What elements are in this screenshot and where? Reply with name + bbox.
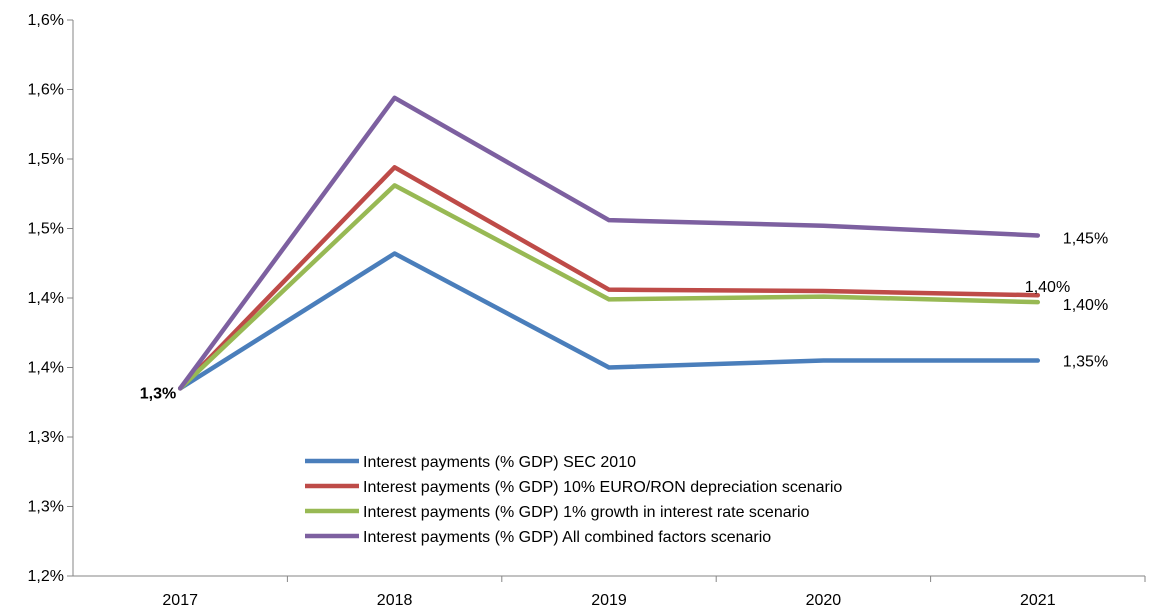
x-tick-label: 2018	[377, 592, 413, 609]
y-tick-label: 1,2%	[28, 568, 64, 585]
y-tick-label: 1,3%	[28, 429, 64, 446]
end-data-label: 1,40%	[1063, 297, 1108, 314]
x-axis-ticks: 2017 2018 2019 2020 2021	[162, 576, 1146, 609]
y-tick-label: 1,3%	[28, 499, 64, 516]
data-labels: 1,3% 1,35% 1,40%1,40% 1,45%	[140, 230, 1108, 402]
legend-label: Interest payments (% GDP) All combined f…	[363, 529, 771, 546]
series-line	[177, 251, 1041, 391]
y-axis-ticks: 1,2% 1,3% 1,3% 1,4% 1,4% 1,5% 1,5% 1,6% 1,6%	[28, 12, 73, 585]
end-data-label: 1,35%	[1063, 354, 1108, 371]
series-line	[177, 95, 1041, 391]
legend: Interest payments (% GDP) SEC 2010 Intere…	[305, 454, 842, 546]
y-tick-label: 1,5%	[28, 221, 64, 238]
end-data-label: 1,45%	[1063, 230, 1108, 247]
legend-label: Interest payments (% GDP) 1% growth in i…	[363, 504, 810, 521]
end-data-label: 1,40%	[1025, 279, 1070, 296]
legend-label: Interest payments (% GDP) 10% EURO/RON d…	[363, 479, 842, 496]
y-tick-label: 1,6%	[28, 82, 64, 99]
series-lines	[177, 95, 1041, 391]
y-tick-label: 1,4%	[28, 360, 64, 377]
y-tick-label: 1,5%	[28, 151, 64, 168]
x-tick-label: 2019	[591, 592, 627, 609]
legend-label: Interest payments (% GDP) SEC 2010	[363, 454, 636, 471]
y-tick-label: 1,6%	[28, 12, 64, 29]
x-tick-label: 2020	[806, 592, 842, 609]
series-line	[177, 165, 1041, 391]
start-data-label: 1,3%	[140, 385, 176, 402]
x-tick-label: 2017	[162, 592, 198, 609]
x-tick-label: 2021	[1020, 592, 1056, 609]
y-tick-label: 1,4%	[28, 290, 64, 307]
series-line	[177, 183, 1041, 391]
